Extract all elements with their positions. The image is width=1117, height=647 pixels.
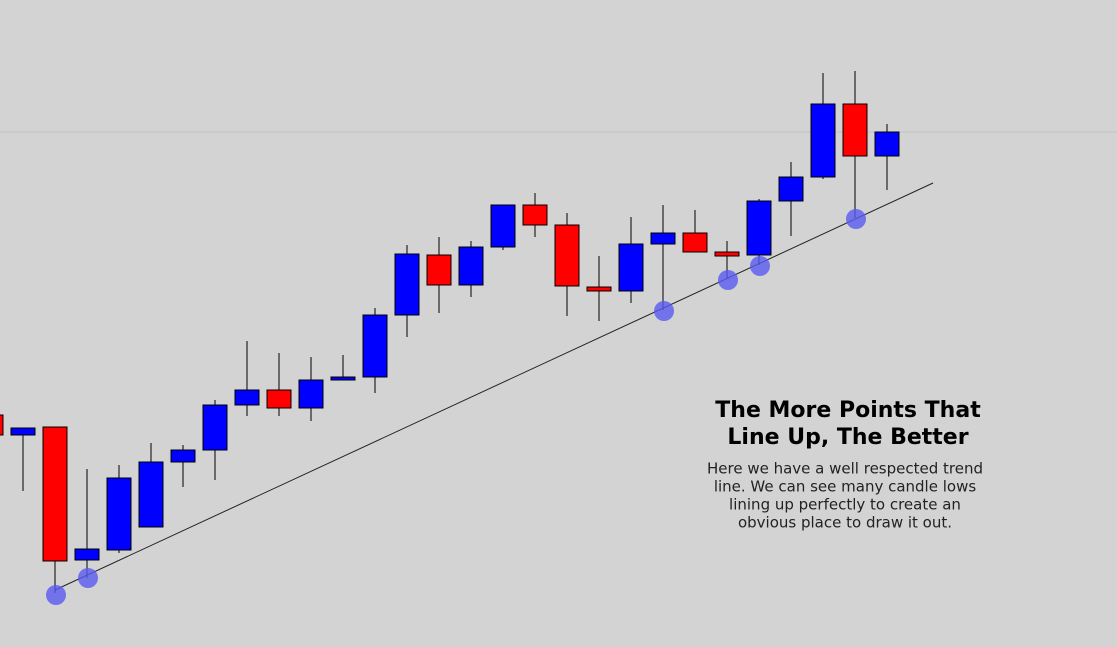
annotation-title: Line Up, The Better [727, 425, 968, 450]
candle-body [106, 477, 132, 551]
annotation-text: Here we have a well respected trend [707, 460, 983, 478]
touch-points [46, 209, 866, 605]
candle-body [266, 389, 292, 409]
candle-body [298, 379, 324, 409]
candle-body [778, 176, 804, 202]
trend-line [54, 182, 934, 591]
candles [0, 71, 900, 593]
annotation-text: lining up perfectly to create an [729, 496, 961, 514]
candle-body [10, 427, 36, 436]
candle-body [554, 224, 580, 287]
candle-body [458, 246, 484, 286]
candle-body [0, 414, 4, 436]
touch-point [46, 585, 66, 605]
candle-body [74, 548, 100, 561]
candle-body [426, 254, 452, 286]
candle-body [522, 204, 548, 226]
candle-body [650, 232, 676, 245]
candle-body [586, 286, 612, 292]
touch-point [654, 301, 674, 321]
candle-body [490, 204, 516, 248]
touch-point [718, 270, 738, 290]
candle-body [42, 426, 68, 562]
candle-body [138, 461, 164, 528]
candle-body [394, 253, 420, 316]
candle-body [746, 200, 772, 256]
candle-body [202, 404, 228, 451]
annotation-text: obvious place to draw it out. [738, 514, 952, 532]
candle-body [874, 131, 900, 157]
candle-body [842, 103, 868, 157]
touch-point [750, 256, 770, 276]
annotation-title: The More Points That [715, 398, 981, 423]
candle-body [682, 232, 708, 253]
candle-body [170, 449, 196, 463]
candle-body [618, 243, 644, 292]
candle-body [362, 314, 388, 378]
candle-body [810, 103, 836, 178]
candle-body [330, 376, 356, 381]
candle-body [234, 389, 260, 406]
candle-body [714, 251, 740, 257]
touch-point [78, 568, 98, 588]
annotation-text: line. We can see many candle lows [714, 478, 977, 496]
touch-point [846, 209, 866, 229]
